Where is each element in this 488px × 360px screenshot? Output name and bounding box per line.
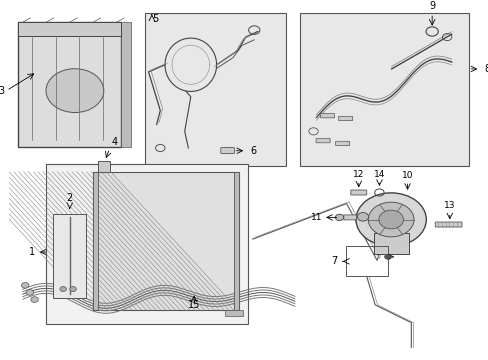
Bar [224,310,243,316]
FancyBboxPatch shape [338,116,352,121]
Text: 2: 2 [66,193,73,203]
Text: 1: 1 [29,247,35,257]
Circle shape [70,287,76,292]
FancyBboxPatch shape [350,190,366,195]
FancyBboxPatch shape [335,141,349,145]
Bar [18,22,121,147]
Text: 4: 4 [111,137,117,147]
Text: 11: 11 [311,213,322,222]
Text: 3: 3 [0,86,5,96]
Circle shape [26,289,34,295]
FancyBboxPatch shape [320,113,334,118]
Bar [373,233,408,254]
Bar [93,171,238,310]
Circle shape [60,287,66,292]
Circle shape [378,210,403,229]
Bar [18,22,121,36]
Bar [93,171,98,310]
Circle shape [21,283,29,288]
Circle shape [355,193,426,246]
Circle shape [46,69,103,113]
Circle shape [367,202,413,237]
Text: 12: 12 [352,170,364,179]
Bar [46,165,247,324]
Bar [98,161,109,171]
FancyBboxPatch shape [434,222,461,227]
Circle shape [384,254,390,259]
Text: 6: 6 [250,146,257,156]
Circle shape [31,297,38,302]
Bar [345,246,387,276]
FancyBboxPatch shape [315,139,329,143]
Text: 15: 15 [187,301,200,310]
Text: 13: 13 [443,201,455,210]
Bar [299,13,468,166]
FancyBboxPatch shape [343,215,356,220]
Bar [233,171,238,310]
Bar [53,214,86,298]
Bar [121,22,130,147]
Bar [144,13,285,166]
Text: 10: 10 [401,171,412,180]
FancyBboxPatch shape [221,148,234,154]
Text: 14: 14 [373,170,385,179]
Text: 9: 9 [428,1,434,11]
Circle shape [335,214,343,221]
Text: 8: 8 [483,64,488,74]
Text: 5: 5 [152,14,158,24]
Text: 7: 7 [330,256,336,266]
Circle shape [357,213,368,221]
